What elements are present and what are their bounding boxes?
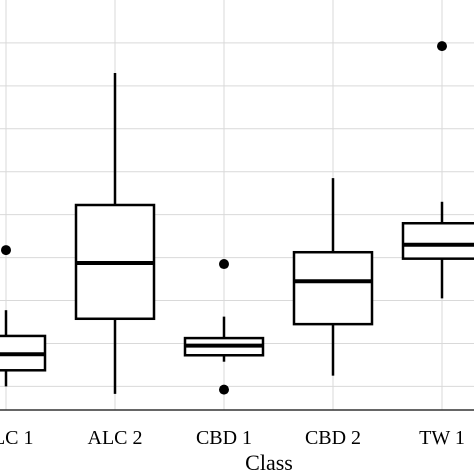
outlier-point [437,41,447,52]
box [292,250,374,326]
x-tick-label: CBD 2 [305,427,361,449]
box [401,221,474,260]
x-tick-label: ALC 2 [88,427,143,449]
x-tick-label: ALC 1 [0,427,34,449]
x-tick-labels: ALC 1 ALC 2 CBD 1 CBD 2 TW 1 [0,427,465,449]
outlier-point [1,245,11,256]
x-tick-label: CBD 1 [196,427,252,449]
x-tick-label: TW 1 [419,427,465,449]
outlier-point [219,259,229,270]
x-axis-title: Class [245,450,293,474]
outlier-point [219,384,229,395]
boxes [0,41,474,395]
